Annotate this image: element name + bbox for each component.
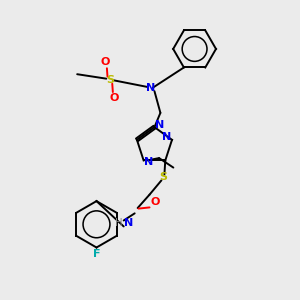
Text: N: N — [124, 218, 133, 228]
Text: N: N — [155, 120, 164, 130]
Text: S: S — [159, 172, 167, 182]
Text: H: H — [116, 218, 123, 229]
Text: S: S — [106, 75, 114, 85]
Text: O: O — [101, 57, 110, 67]
Text: N: N — [144, 157, 154, 167]
Text: N: N — [162, 133, 171, 142]
Text: N: N — [146, 82, 155, 93]
Text: F: F — [93, 249, 100, 259]
Text: O: O — [151, 197, 160, 207]
Text: O: O — [110, 93, 119, 103]
